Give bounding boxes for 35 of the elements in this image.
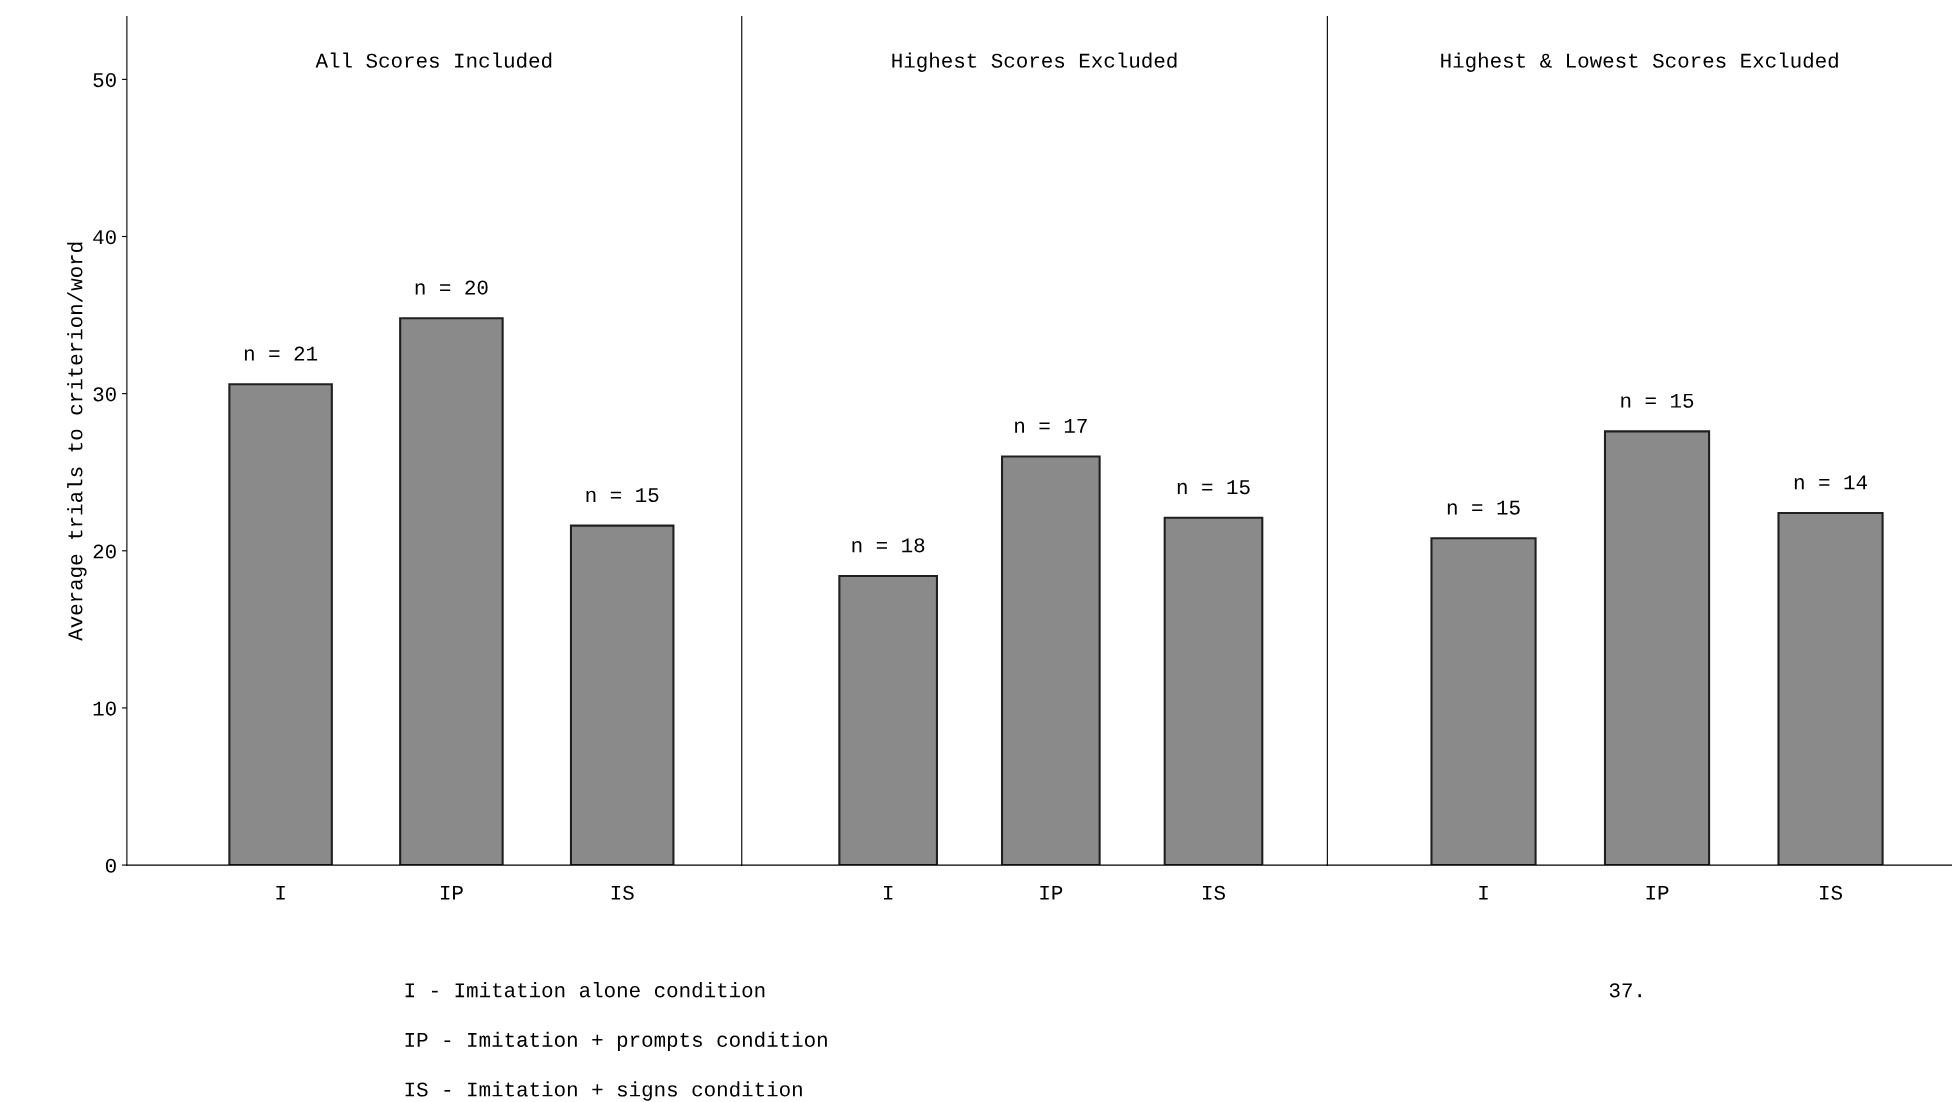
x-tick-label: I bbox=[883, 885, 893, 900]
y-tick-label: 20 bbox=[93, 544, 116, 559]
text: Highest & Lowest Scores Excluded bbox=[1441, 52, 1838, 72]
x-tick-label: IP bbox=[1646, 885, 1669, 900]
text: IP - Imitation + prompts condition bbox=[405, 1031, 827, 1052]
text: IS - Imitation + signs condition bbox=[405, 1081, 802, 1101]
y-tick-label: 0 bbox=[105, 858, 116, 873]
x-tick-label: I bbox=[1479, 885, 1488, 900]
annotation: n = 15 bbox=[1177, 480, 1250, 495]
y-tick-label: 10 bbox=[93, 701, 116, 716]
text: Highest Scores Excluded bbox=[892, 52, 1177, 72]
y-tick-label: 50 bbox=[93, 73, 116, 88]
x-tick-label: IP bbox=[1040, 885, 1063, 900]
text: I - Imitation alone condition bbox=[405, 982, 765, 998]
x-tick-label: IS bbox=[611, 885, 634, 900]
x-tick-label: IS bbox=[1820, 885, 1843, 900]
bar bbox=[569, 524, 675, 866]
bar bbox=[228, 383, 333, 866]
text: 37. bbox=[1609, 983, 1641, 998]
bar bbox=[399, 317, 504, 866]
y-tick-label: 30 bbox=[93, 387, 116, 402]
annotation: n = 18 bbox=[852, 538, 925, 553]
annotation: n = 17 bbox=[1015, 419, 1087, 433]
y-tick-label: 40 bbox=[93, 230, 116, 245]
annotation: n = 15 bbox=[586, 488, 659, 503]
annotation: n = 15 bbox=[1621, 393, 1694, 408]
y-axis-title: Average trials to criterion/word bbox=[67, 242, 87, 641]
annotation: n = 21 bbox=[244, 346, 318, 361]
annotation: n = 20 bbox=[415, 280, 488, 295]
x-tick-label: IS bbox=[1203, 885, 1225, 900]
x-tick-label: I bbox=[276, 885, 285, 900]
annotation: n = 14 bbox=[1794, 475, 1867, 490]
x-tick-label: IP bbox=[440, 885, 463, 900]
annotation: n = 15 bbox=[1447, 500, 1520, 515]
text: All Scores Included bbox=[315, 52, 552, 68]
